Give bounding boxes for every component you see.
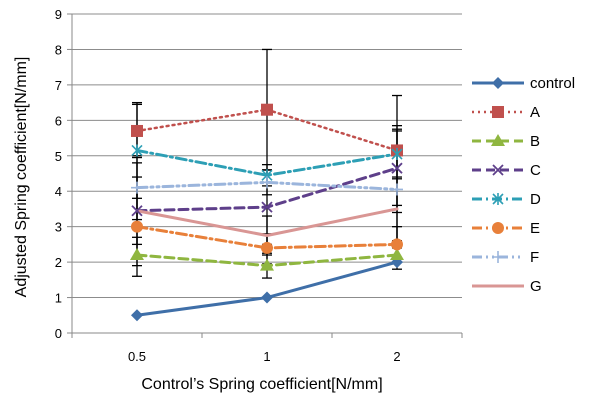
legend-marker xyxy=(492,251,504,263)
legend-label: A xyxy=(530,104,540,121)
data-point-c xyxy=(131,205,143,217)
y-tick-label: 6 xyxy=(55,113,62,128)
legend-marker xyxy=(492,164,504,176)
y-tick-label: 8 xyxy=(55,42,62,57)
marker-square xyxy=(492,106,504,118)
x-tick-label: 2 xyxy=(393,349,400,364)
x-tick-label: 0.5 xyxy=(128,349,146,364)
marker-diamond xyxy=(261,291,273,304)
marker-asterisk xyxy=(131,144,143,157)
data-point-control xyxy=(131,309,143,322)
data-point-f xyxy=(131,181,143,194)
data-point-f xyxy=(391,183,403,196)
marker-triangle xyxy=(390,248,404,261)
legend-item-control: control xyxy=(472,75,575,92)
data-point-d xyxy=(391,148,403,161)
marker-circle xyxy=(391,238,403,251)
data-point-a xyxy=(261,103,273,116)
legend-item-e: E xyxy=(472,220,540,237)
marker-asterisk xyxy=(391,148,403,161)
marker-triangle xyxy=(260,258,274,271)
marker-x xyxy=(261,201,273,213)
y-tick-label: 9 xyxy=(55,7,62,22)
legend-marker xyxy=(491,134,505,146)
marker-plus xyxy=(261,176,273,189)
legend-marker xyxy=(492,106,504,118)
marker-plus xyxy=(131,181,143,194)
legend-label: control xyxy=(530,75,575,92)
legend-item-c: C xyxy=(472,162,541,179)
data-point-e xyxy=(131,220,143,233)
data-point-f xyxy=(261,176,273,189)
y-tick-label: 7 xyxy=(55,78,62,93)
data-point-c xyxy=(261,201,273,213)
marker-triangle xyxy=(491,134,505,146)
marker-plus xyxy=(391,183,403,196)
marker-square xyxy=(131,124,143,137)
x-tick-label: 1 xyxy=(263,349,270,364)
legend-label: B xyxy=(530,133,540,150)
data-point-control xyxy=(261,291,273,304)
y-tick-label: 1 xyxy=(55,291,62,306)
legend-label: C xyxy=(530,162,541,179)
legend-label: E xyxy=(530,220,540,237)
marker-x xyxy=(131,205,143,217)
legend-item-f: F xyxy=(472,249,539,266)
legend-label: G xyxy=(530,278,542,295)
y-tick-label: 5 xyxy=(55,149,62,164)
marker-square xyxy=(261,103,273,116)
series-line-e xyxy=(135,225,399,250)
y-tick-label: 3 xyxy=(55,220,62,235)
series-line-g xyxy=(135,207,399,238)
marker-circle xyxy=(261,241,273,254)
data-point-b xyxy=(260,258,274,271)
y-tick-labels: 0 1 2 3 4 5 6 7 8 9 xyxy=(55,7,62,341)
y-tick-label: 0 xyxy=(55,326,62,341)
data-point-e xyxy=(261,241,273,254)
marker-asterisk xyxy=(492,193,504,205)
legend-label: D xyxy=(530,191,541,208)
marker-diamond xyxy=(131,309,143,322)
y-axis-title: Adjusted Spring coefficient[N/mm] xyxy=(13,57,30,298)
legend-marker xyxy=(492,193,504,205)
data-point-c xyxy=(391,162,403,174)
legend-marker xyxy=(492,222,504,234)
marker-diamond xyxy=(492,77,504,89)
marker-plus xyxy=(492,251,504,263)
y-tick-label: 2 xyxy=(55,255,62,270)
x-tick-labels: 0.5 1 2 xyxy=(128,349,401,364)
data-point-b xyxy=(390,248,404,261)
marker-circle xyxy=(492,222,504,234)
series-line-d xyxy=(135,148,399,177)
marker-circle xyxy=(131,220,143,233)
legend-item-d: D xyxy=(472,191,541,208)
series-markers xyxy=(130,103,404,322)
data-point-b xyxy=(130,248,144,261)
marker-x xyxy=(492,164,504,176)
legend-marker xyxy=(492,77,504,89)
legend-item-g: G xyxy=(472,278,542,295)
y-tick-label: 4 xyxy=(55,184,62,199)
legend-item-b: B xyxy=(472,133,540,150)
x-axis-title: Control’s Spring coefficient[N/mm] xyxy=(141,376,382,393)
legend-label: F xyxy=(530,249,539,266)
data-point-a xyxy=(131,124,143,137)
marker-triangle xyxy=(130,248,144,261)
marker-x xyxy=(391,162,403,174)
legend-item-a: A xyxy=(472,104,540,121)
data-point-d xyxy=(131,144,143,157)
data-point-e xyxy=(391,238,403,251)
